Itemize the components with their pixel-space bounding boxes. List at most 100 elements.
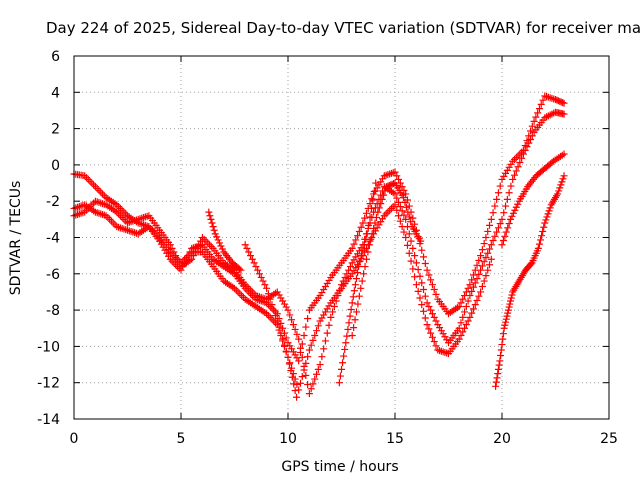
data-point [236, 290, 244, 298]
data-point [286, 311, 294, 319]
data-point [540, 223, 548, 231]
data-point [361, 263, 369, 271]
data-point [464, 297, 472, 305]
data-point [270, 306, 278, 314]
data-point [248, 288, 256, 296]
y-tick-label: -2 [46, 194, 60, 210]
data-point [396, 217, 404, 225]
data-point [338, 365, 345, 373]
data-point [248, 255, 256, 263]
data-point [471, 301, 479, 309]
data-point [427, 306, 435, 314]
data-point [560, 172, 568, 180]
data-point [302, 359, 310, 367]
data-point [252, 292, 260, 300]
data-point [81, 172, 89, 180]
data-point [404, 208, 412, 216]
data-point [298, 373, 306, 381]
data-point [509, 209, 517, 217]
data-series [70, 108, 568, 398]
y-tick-label: 6 [51, 49, 60, 65]
data-point [430, 338, 438, 346]
data-point [241, 241, 249, 249]
data-point [482, 234, 490, 241]
data-point [489, 237, 497, 245]
data-point [304, 353, 312, 361]
data-point [259, 277, 267, 285]
data-point [405, 213, 413, 221]
data-point [280, 341, 288, 349]
data-point [387, 204, 395, 212]
data-point [320, 345, 328, 353]
x-tick-label: 10 [279, 431, 297, 447]
data-point [400, 194, 408, 202]
data-point [285, 360, 293, 368]
data-point [395, 198, 403, 206]
data-point [412, 281, 420, 289]
data-point [482, 272, 490, 280]
data-point [416, 294, 424, 302]
data-point [106, 215, 114, 223]
data-point [527, 135, 535, 143]
data-point [478, 246, 486, 254]
data-point [480, 258, 488, 266]
data-series [241, 241, 301, 401]
data-point [207, 215, 215, 223]
data-point [477, 252, 485, 260]
data-point [541, 92, 549, 100]
data-point [510, 171, 518, 179]
data-point [291, 387, 299, 395]
data-point [275, 323, 283, 331]
data-point [102, 212, 110, 220]
data-point [295, 335, 303, 343]
data-point [412, 259, 420, 267]
data-series [70, 201, 495, 394]
data-point [143, 212, 151, 220]
data-point [91, 183, 99, 191]
data-point [558, 178, 566, 186]
data-point [72, 211, 80, 219]
data-point [455, 335, 463, 343]
data-point [462, 302, 470, 310]
data-point [309, 336, 317, 344]
data-point [172, 253, 180, 261]
data-point [344, 325, 352, 333]
data-point [508, 212, 516, 220]
data-point [500, 324, 508, 332]
data-point [487, 215, 495, 223]
data-point [528, 122, 536, 130]
data-point [296, 379, 304, 387]
data-point [293, 330, 301, 338]
data-point [205, 208, 213, 216]
data-point [304, 381, 312, 389]
data-point [254, 266, 262, 274]
data-point [494, 365, 502, 373]
data-point [381, 187, 389, 195]
axis-ticks [73, 55, 610, 420]
data-point [357, 223, 365, 231]
data-point [478, 262, 486, 270]
data-point [468, 287, 476, 295]
data-point [391, 201, 399, 209]
x-tick-label: 20 [493, 431, 511, 447]
data-point [493, 374, 501, 382]
data-point [302, 323, 310, 331]
data-point [116, 212, 124, 220]
data-point [560, 110, 568, 118]
data-point [90, 199, 98, 207]
data-point [352, 308, 360, 316]
x-tick-labels: 0 5 10 15 20 25 [70, 431, 618, 447]
data-point [541, 219, 549, 227]
data-point [168, 257, 176, 265]
data-point [329, 308, 337, 316]
y-tick-label: -8 [46, 303, 60, 319]
data-point [400, 211, 408, 219]
data-point [487, 241, 495, 249]
data-point [516, 158, 524, 166]
data-point [184, 252, 192, 260]
grid-lines [74, 56, 609, 419]
data-point [489, 209, 497, 217]
data-point [407, 218, 415, 226]
data-point [502, 202, 510, 210]
data-point [266, 302, 274, 310]
